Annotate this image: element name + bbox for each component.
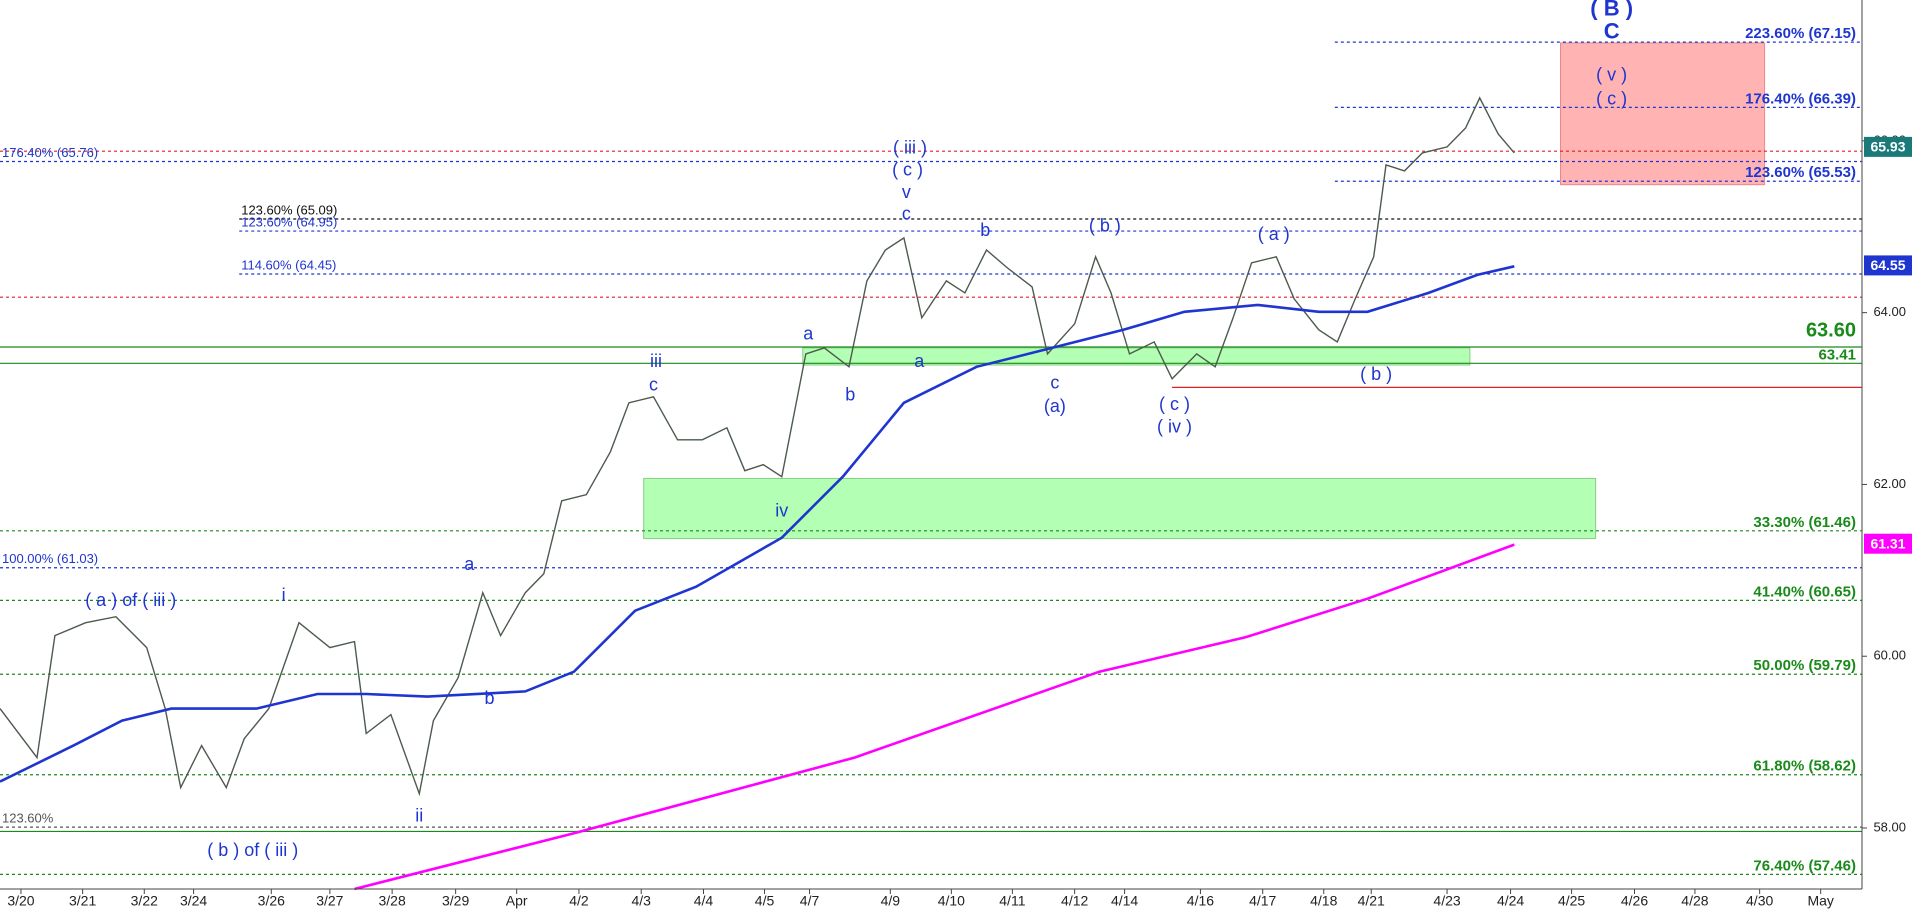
- level-label: 41.40% (60.65): [1753, 583, 1856, 600]
- x-tick-label: 3/29: [442, 893, 469, 909]
- price-tag: [1864, 136, 1912, 157]
- wave-label: b: [485, 688, 495, 708]
- wave-label: b: [845, 385, 855, 405]
- x-tick-label: 4/2: [569, 893, 589, 909]
- price-tag-label: 64.55: [1870, 257, 1905, 273]
- wave-label: ( a ) of ( iii ): [85, 590, 176, 610]
- level-label: 50.00% (59.79): [1753, 657, 1856, 674]
- level-label: 123.60%: [2, 811, 54, 826]
- wave-label: c: [649, 374, 658, 394]
- level-label: 63.41: [1818, 346, 1856, 363]
- x-tick-label: 3/26: [258, 893, 285, 909]
- wave-label: ( iv ): [1157, 417, 1192, 437]
- wave-label: v: [902, 182, 911, 202]
- axes: [0, 0, 1867, 894]
- x-tick-label: 4/14: [1111, 893, 1138, 909]
- x-tick-label: 3/24: [180, 893, 207, 909]
- wave-label: ( B ): [1590, 0, 1633, 20]
- x-tick-label: 3/20: [7, 893, 34, 909]
- wave-label: ( b ): [1360, 364, 1392, 384]
- level-label: 63.60: [1806, 319, 1856, 341]
- wave-label: ( c ): [1159, 394, 1190, 414]
- wave-label: ( b ) of ( iii ): [207, 840, 298, 860]
- x-tick-label: 3/21: [69, 893, 96, 909]
- x-tick-label: 4/11: [999, 893, 1025, 909]
- wave-label: C: [1604, 18, 1620, 43]
- x-tick-label: 4/26: [1621, 893, 1648, 909]
- x-tick-label: 4/4: [694, 893, 714, 909]
- level-label: 176.40% (66.39): [1745, 90, 1856, 107]
- x-tick-label: 4/5: [755, 893, 775, 909]
- x-tick-label: 4/16: [1187, 893, 1214, 909]
- x-tick-label: 4/25: [1558, 893, 1585, 909]
- wave-label: ( c ): [1596, 88, 1627, 108]
- x-tick-label: 4/10: [938, 893, 965, 909]
- wave-label: ( a ): [1258, 224, 1290, 244]
- level-label: 61.80% (58.62): [1753, 758, 1856, 775]
- x-tick-label: 4/12: [1061, 893, 1088, 909]
- x-tick-label: 4/23: [1433, 893, 1460, 909]
- x-tick-label: 4/28: [1681, 893, 1708, 909]
- wave-label: a: [464, 554, 475, 574]
- level-label: 100.00% (61.03): [2, 551, 98, 566]
- y-tick-label: 64.00: [1873, 304, 1906, 319]
- wave-label: (a): [1044, 396, 1066, 416]
- x-tick-label: 4/24: [1497, 893, 1524, 909]
- price-line: [354, 543, 1515, 891]
- level-label: 114.60% (64.45): [241, 257, 336, 272]
- wave-label: a: [803, 324, 814, 344]
- level-label: 33.30% (61.46): [1753, 514, 1856, 531]
- y-tick-label: 60.00: [1873, 648, 1906, 663]
- wave-label: b: [980, 220, 990, 240]
- series: [0, 96, 1515, 891]
- x-tick-label: 4/3: [631, 893, 651, 909]
- wave-label: ( iii ): [893, 137, 927, 157]
- x-tick-label: 4/17: [1249, 893, 1276, 909]
- x-tick-label: 4/30: [1746, 893, 1773, 909]
- level-label: 223.60% (67.15): [1745, 25, 1856, 42]
- x-tick-label: 4/9: [881, 893, 901, 909]
- wave-label: a: [914, 351, 925, 371]
- price-tag-label: 61.31: [1870, 535, 1905, 551]
- y-tick-label: 58.00: [1873, 819, 1906, 834]
- level-label: 176.40% (65.76): [2, 145, 98, 160]
- wave-label: c: [1050, 373, 1059, 393]
- x-tick-label: 3/22: [131, 893, 158, 909]
- levels: [0, 41, 1862, 875]
- y-tick-label: 62.00: [1873, 476, 1906, 491]
- price-line: [0, 265, 1515, 783]
- wave-label: ii: [415, 806, 423, 826]
- price-line: [0, 96, 1515, 797]
- level-label: 123.60% (65.53): [1745, 164, 1856, 181]
- level-label: 76.40% (57.46): [1753, 857, 1856, 874]
- wave-label: ( c ): [892, 160, 923, 180]
- zone: [1560, 42, 1766, 186]
- x-tick-label: May: [1807, 893, 1833, 909]
- wave-label: c: [902, 203, 911, 223]
- zone: [802, 347, 1471, 366]
- price-tag: [1864, 533, 1912, 554]
- x-tick-label: 4/21: [1358, 893, 1385, 909]
- x-tick-label: 4/18: [1310, 893, 1337, 909]
- price-tag: [1864, 255, 1912, 276]
- x-tick-label: Apr: [506, 893, 528, 909]
- zone: [643, 477, 1597, 540]
- level-label: 123.60% (65.09): [241, 202, 337, 217]
- wave-label: ( b ): [1089, 216, 1121, 236]
- x-tick-label: 4/7: [800, 893, 820, 909]
- level-label: 123.60% (64.95): [241, 214, 337, 229]
- x-tick-label: 3/27: [316, 893, 343, 909]
- x-tick-label: 3/28: [379, 893, 406, 909]
- price-tag-label: 65.93: [1870, 139, 1905, 155]
- wave-label: ( v ): [1596, 64, 1627, 84]
- wave-label: i: [282, 585, 286, 605]
- wave-label: iv: [775, 501, 788, 521]
- wave-label: iii: [650, 351, 662, 371]
